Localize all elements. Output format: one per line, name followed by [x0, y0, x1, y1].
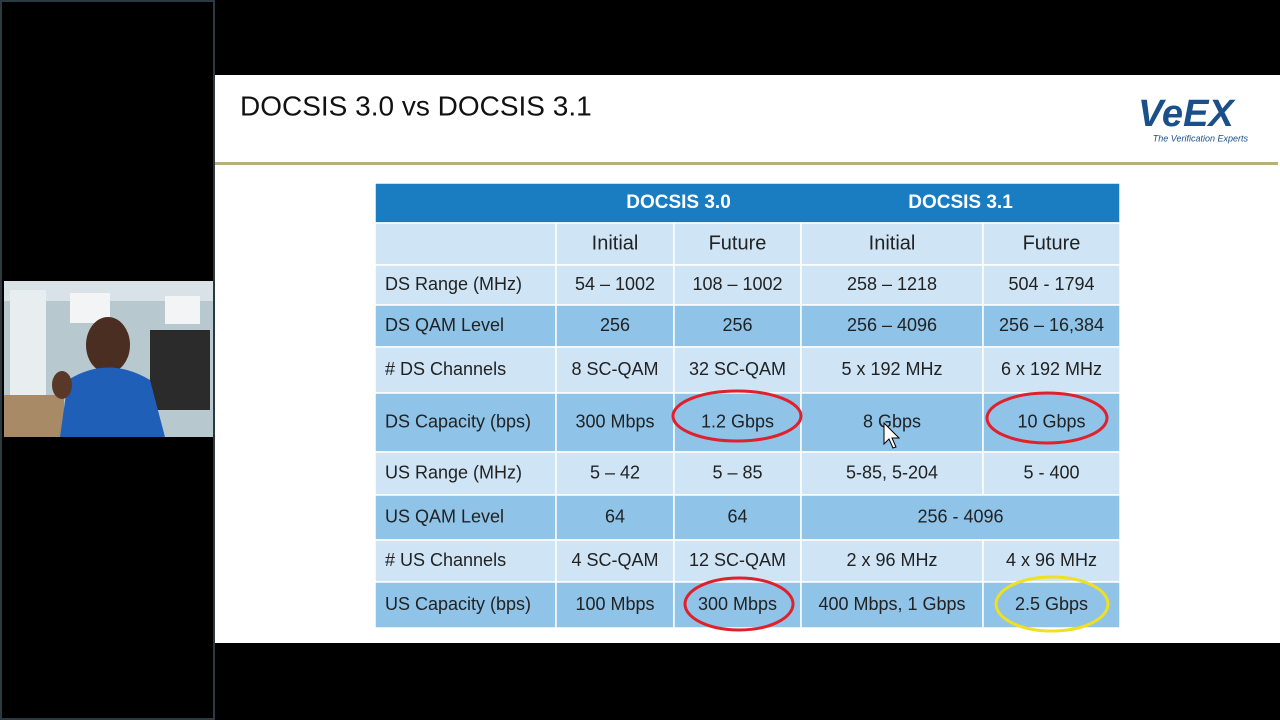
table-cell [673, 222, 802, 266]
cell-text: 8 SC-QAM [571, 359, 658, 379]
row-label: DS Capacity (bps) [385, 411, 531, 431]
group-header: DOCSIS 3.0 [626, 192, 731, 213]
title-rule [215, 162, 1278, 165]
cell-text: 256 – 4096 [847, 315, 937, 335]
cell-text: 4 x 96 MHz [1006, 550, 1097, 570]
table-cell [555, 451, 675, 496]
cell-text: 64 [605, 506, 625, 526]
cell-text: 12 SC-QAM [689, 550, 786, 570]
table-cell [555, 494, 675, 541]
red-circle [985, 391, 1109, 445]
table-cell [800, 581, 984, 629]
cell-text: 400 Mbps, 1 Gbps [818, 594, 965, 614]
row-label: US Capacity (bps) [385, 594, 531, 614]
table-cell [800, 264, 984, 306]
cell-text: 300 Mbps [698, 594, 777, 614]
table-cell [374, 182, 1121, 224]
cell-text: 108 – 1002 [692, 274, 782, 294]
table-cell [555, 581, 675, 629]
cell-text: 1.2 Gbps [701, 411, 774, 431]
row-label: DS QAM Level [385, 315, 504, 335]
cell-text: 10 Gbps [1017, 411, 1085, 431]
table-cell [673, 304, 802, 348]
yellow-circle [994, 575, 1110, 633]
sidebar-frame [0, 0, 215, 720]
cell-text: 256 – 16,384 [999, 315, 1104, 335]
cell-text: 256 [600, 315, 630, 335]
table-cell [982, 264, 1121, 306]
column-header: Initial [869, 232, 916, 254]
logo-tagline: The Verification Experts [1153, 133, 1249, 143]
cell-text: 2 x 96 MHz [846, 550, 937, 570]
table-cell [555, 346, 675, 394]
cell-text: 258 – 1218 [847, 274, 937, 294]
table-cell [673, 346, 802, 394]
cell-text: 32 SC-QAM [689, 359, 786, 379]
cell-text: 4 SC-QAM [571, 550, 658, 570]
red-circle [683, 576, 795, 632]
table-cell [555, 304, 675, 348]
table-cell [374, 304, 557, 348]
table-cell [982, 451, 1121, 496]
table-cell [673, 451, 802, 496]
cell-text: 256 [722, 315, 752, 335]
row-label: US Range (MHz) [385, 462, 522, 482]
table-cell [673, 264, 802, 306]
table-cell [982, 304, 1121, 348]
table-cell [374, 539, 557, 583]
cell-text: 5-85, 5-204 [846, 462, 938, 482]
row-label: # DS Channels [385, 359, 506, 379]
table-cell [374, 222, 557, 266]
mouse-cursor [883, 421, 901, 449]
table-cell [800, 346, 984, 394]
cell-text: 256 - 4096 [917, 506, 1003, 526]
cell-text: 300 Mbps [575, 411, 654, 431]
annotations [671, 389, 1110, 633]
table-cell [673, 494, 802, 541]
table-cell [800, 304, 984, 348]
logo: VeEX [1138, 93, 1236, 135]
row-label: # US Channels [385, 550, 506, 570]
cell-text: 2.5 Gbps [1015, 594, 1088, 614]
row-label: DS Range (MHz) [385, 274, 522, 294]
cell-text: 5 x 192 MHz [841, 359, 942, 379]
cell-text: 64 [727, 506, 747, 526]
table-cell [800, 494, 1121, 541]
cell-text: 504 - 1794 [1008, 274, 1094, 294]
column-header: Future [1023, 232, 1081, 254]
cell-text: 6 x 192 MHz [1001, 359, 1102, 379]
cell-text: 5 – 85 [712, 462, 762, 482]
table: DOCSIS 3.0 DOCSIS 3.1 Initial Future Initial… [374, 182, 1121, 629]
table-cell [673, 539, 802, 583]
table-cell [982, 346, 1121, 394]
webcam-feed [4, 281, 213, 437]
cell-text: 54 – 1002 [575, 274, 655, 294]
table-cell [982, 539, 1121, 583]
column-header: Initial [592, 232, 639, 254]
table-cell [800, 539, 984, 583]
group-header: DOCSIS 3.1 [908, 192, 1013, 213]
table-cell [800, 222, 984, 266]
cell-text: 5 – 42 [590, 462, 640, 482]
cell-text: 8 Gbps [863, 411, 921, 431]
cell-text: 5 - 400 [1023, 462, 1079, 482]
red-circle [671, 389, 803, 443]
row-label: US QAM Level [385, 506, 504, 526]
slide-title: DOCSIS 3.0 vs DOCSIS 3.1 [240, 90, 592, 121]
column-header: Future [709, 232, 767, 254]
cell-text: 100 Mbps [575, 594, 654, 614]
table-cell [374, 392, 557, 453]
